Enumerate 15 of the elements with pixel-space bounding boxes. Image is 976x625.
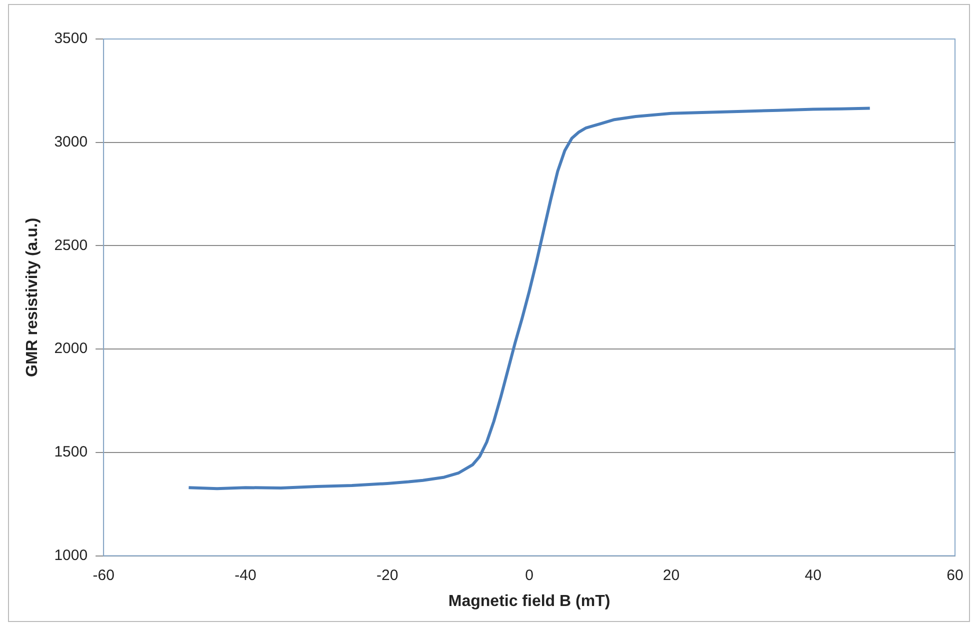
- y-tick-label: 3000: [54, 134, 88, 150]
- x-tick-label: 0: [525, 566, 534, 584]
- x-tick-label: 60: [946, 566, 964, 584]
- x-tick-label: -20: [376, 566, 398, 584]
- y-axis-title: GMR resistivity (a.u.): [24, 218, 42, 377]
- y-tick-label: 2500: [54, 236, 88, 254]
- y-tick-label: 1000: [54, 546, 88, 564]
- y-tick-label: 3500: [54, 30, 88, 48]
- y-tick-label: 1500: [54, 444, 88, 461]
- x-tick-label: -40: [234, 566, 256, 584]
- x-tick-label: 20: [662, 566, 680, 584]
- x-tick-label: 40: [804, 566, 822, 584]
- x-axis-title: Magnetic field B (mT): [448, 592, 610, 610]
- x-tick-label: -60: [92, 566, 114, 584]
- y-tick-label: 2000: [54, 340, 88, 358]
